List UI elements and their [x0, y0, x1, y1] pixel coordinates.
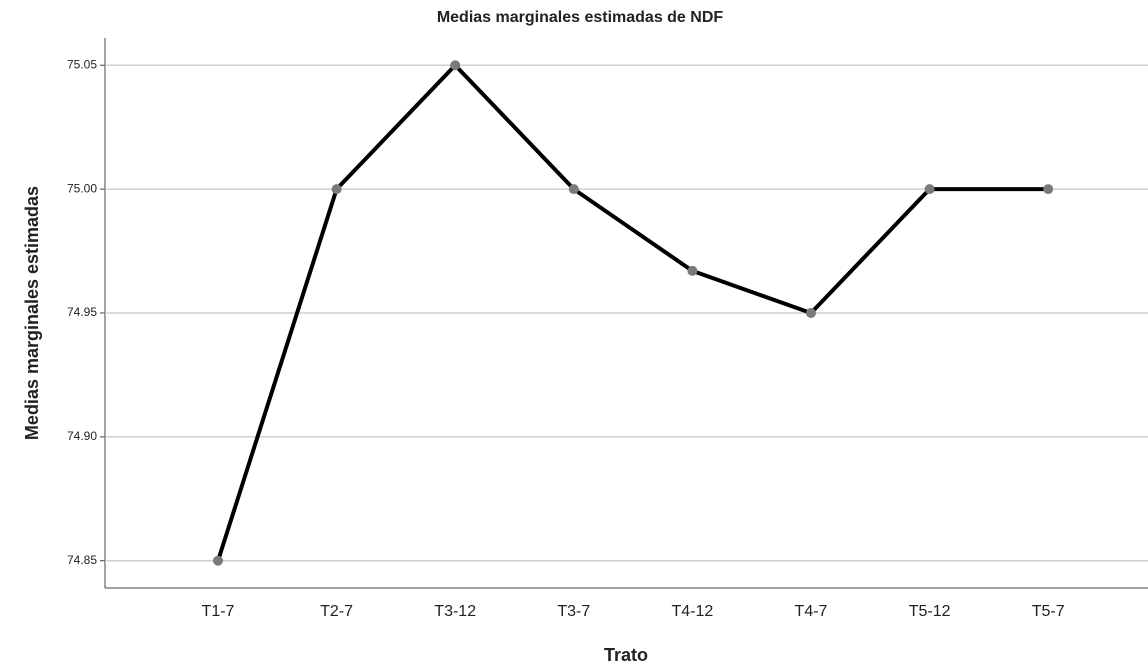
data-point — [331, 184, 342, 195]
x-tick-label: T3-12 — [434, 603, 476, 620]
data-point — [806, 308, 816, 318]
data-point — [450, 60, 461, 71]
y-axis-label: Medias marginales estimadas — [22, 186, 42, 440]
y-tick-label: 74.85 — [67, 553, 97, 567]
x-axis-label: Trato — [604, 645, 648, 665]
x-tick-label: T5-12 — [909, 603, 951, 620]
x-tick-label: T2-7 — [320, 603, 353, 620]
data-point — [924, 184, 935, 195]
x-tick-label: T5-7 — [1032, 603, 1065, 620]
data-point — [213, 555, 223, 566]
data-point — [568, 184, 579, 195]
y-tick-label: 74.95 — [67, 305, 97, 319]
y-tick-label: 74.90 — [67, 429, 97, 443]
data-point — [1043, 184, 1054, 195]
x-tick-label: T4-12 — [672, 603, 714, 620]
x-tick-label: T1-7 — [202, 603, 235, 620]
y-tick-label: 75.00 — [67, 181, 97, 195]
y-tick-label: 75.05 — [67, 57, 97, 71]
data-line — [216, 63, 1049, 562]
x-tick-label: T4-7 — [795, 603, 828, 620]
chart-title: Medias marginales estimadas de NDF — [437, 9, 724, 26]
x-tick-label: T3-7 — [557, 603, 590, 620]
data-point — [687, 265, 698, 276]
